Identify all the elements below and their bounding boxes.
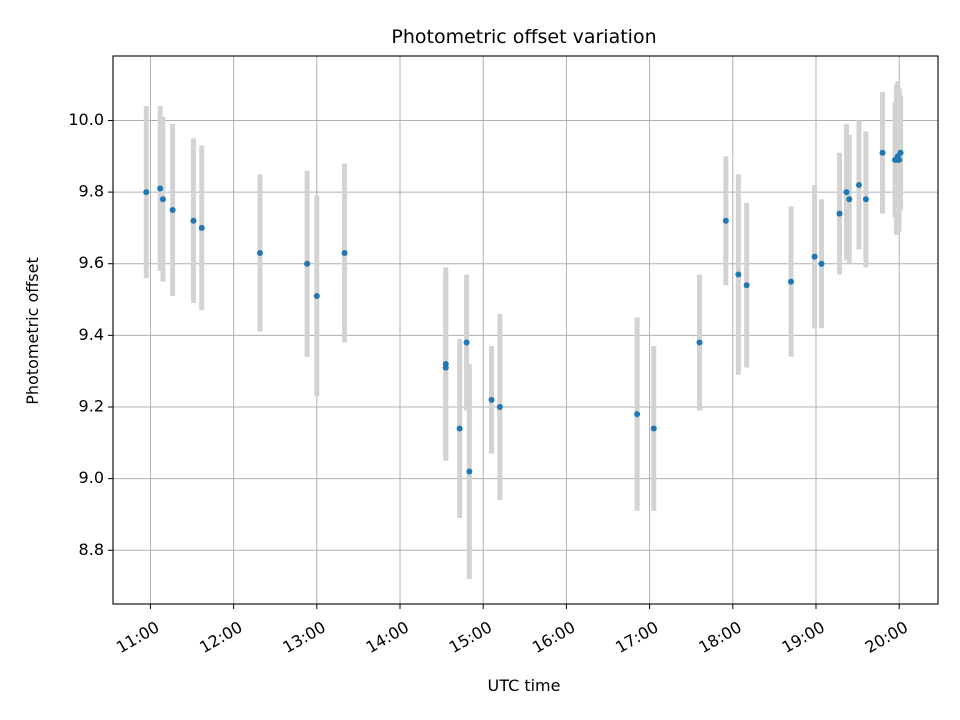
data-point [696, 339, 703, 346]
x-tick-label: 11:00 [113, 617, 162, 657]
data-point [143, 189, 150, 196]
data-point [788, 278, 795, 285]
data-point [159, 196, 166, 203]
data-point [735, 271, 742, 278]
plot-area [112, 55, 939, 605]
data-points [143, 149, 904, 475]
x-tick-label: 18:00 [695, 617, 744, 657]
x-tick-label: 14:00 [363, 617, 412, 657]
x-tick-label: 15:00 [446, 617, 495, 657]
data-point [157, 185, 164, 192]
y-tick-label: 9.8 [79, 182, 104, 201]
data-point [879, 149, 886, 156]
x-tick-label: 13:00 [279, 617, 328, 657]
data-point [818, 260, 825, 267]
data-point [304, 260, 311, 267]
data-point [190, 217, 197, 224]
data-point [256, 249, 263, 256]
x-axis-label: UTC time [488, 676, 561, 695]
data-point [650, 425, 657, 432]
data-point [198, 224, 205, 231]
data-point [634, 411, 641, 418]
x-tick-label: 16:00 [529, 617, 578, 657]
chart-title: Photometric offset variation [391, 26, 656, 48]
y-tick-label: 10.0 [68, 110, 104, 129]
y-tick-label: 9.6 [79, 253, 104, 272]
y-tick-label: 9.4 [79, 325, 104, 344]
x-tick-label: 12:00 [196, 617, 245, 657]
data-point [442, 364, 449, 371]
data-point [313, 292, 320, 299]
data-point [897, 149, 904, 156]
data-point [466, 468, 473, 475]
x-tick-label: 19:00 [779, 617, 828, 657]
y-tick-label: 9.2 [79, 397, 104, 416]
data-point [169, 207, 176, 214]
data-point [722, 217, 729, 224]
data-point [341, 249, 348, 256]
y-axis-label: Photometric offset [23, 257, 42, 405]
data-point [855, 181, 862, 188]
x-tick-label: 17:00 [612, 617, 661, 657]
error-bars [143, 81, 904, 579]
data-point [896, 156, 903, 163]
data-point [743, 282, 750, 289]
data-point [843, 189, 850, 196]
data-point [463, 339, 470, 346]
y-tick-label: 9.0 [79, 468, 104, 487]
data-point [456, 425, 463, 432]
data-point [836, 210, 843, 217]
data-point [811, 253, 818, 260]
grid [113, 56, 938, 604]
data-point [846, 196, 853, 203]
data-point [496, 404, 503, 411]
x-tick-label: 20:00 [862, 617, 911, 657]
data-point [488, 396, 495, 403]
data-point [862, 196, 869, 203]
y-tick-label: 8.8 [79, 540, 104, 559]
